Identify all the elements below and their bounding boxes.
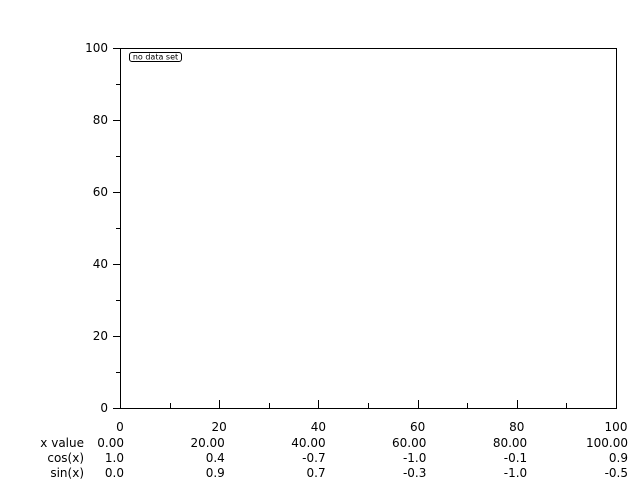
x-tick-label: 100: [605, 420, 628, 434]
table-cell: 1.0: [105, 451, 124, 465]
table-cell: -1.0: [403, 451, 426, 465]
table-cell: 100.00: [586, 436, 628, 450]
table-cell: -0.3: [403, 466, 426, 480]
x-tick-label: 40: [311, 420, 326, 434]
table-cell: 80.00: [493, 436, 527, 450]
legend-box: [129, 52, 182, 62]
table-cell: -1.0: [504, 466, 527, 480]
table-cell: -0.1: [504, 451, 527, 465]
table-cell: 60.00: [392, 436, 426, 450]
x-tick-label: 80: [509, 420, 524, 434]
table-row-label: cos(x): [47, 451, 84, 465]
table-cell: 0.4: [206, 451, 225, 465]
table-cell: 0.9: [609, 451, 628, 465]
x-tick-label: 60: [410, 420, 425, 434]
table-cell: -0.7: [302, 451, 325, 465]
table-cell: 0.7: [307, 466, 326, 480]
x-tick-label: 20: [212, 420, 227, 434]
x-tick-label: 0: [116, 420, 124, 434]
legend: no data set: [129, 52, 182, 62]
table-row-label: x value: [40, 436, 84, 450]
y-tick-label: 0: [100, 401, 108, 415]
table-cell: 20.00: [190, 436, 224, 450]
table-cell: 0.0: [105, 466, 124, 480]
y-tick-label: 40: [93, 257, 108, 271]
table-cell: 0.9: [206, 466, 225, 480]
x-axis: 0 20 40 60 80 100: [116, 400, 627, 434]
y-tick-label: 80: [93, 113, 108, 127]
y-tick-label: 20: [93, 329, 108, 343]
y-tick-label: 100: [85, 41, 108, 55]
plot-frame: [120, 48, 617, 409]
table-cell: 0.00: [97, 436, 124, 450]
y-tick-label: 60: [93, 185, 108, 199]
table-cell: 40.00: [291, 436, 325, 450]
legend-text: no data set: [133, 53, 178, 62]
y-axis: 0 20 40 60 80 100: [85, 41, 120, 415]
table-row-label: sin(x): [50, 466, 84, 480]
value-table: x value 0.00 20.00 40.00 60.00 80.00 100.00 cos…: [40, 436, 628, 480]
table-cell: -0.5: [605, 466, 628, 480]
